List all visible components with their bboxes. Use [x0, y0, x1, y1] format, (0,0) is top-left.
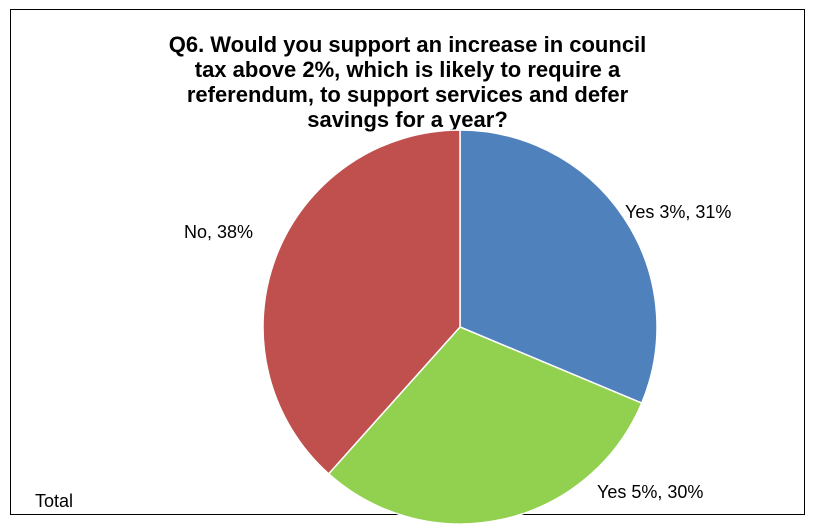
pie-slice-yes-3 — [459, 129, 658, 405]
chart-title-line-2: tax above 2%, which is likely to require… — [194, 57, 621, 82]
pie-slice-yes-5 — [327, 326, 643, 524]
chart-title: Q6. Would you support an increase in cou… — [11, 32, 804, 132]
pie-slice-no — [262, 129, 461, 475]
chart-title-line-3: referendum, to support services and defe… — [186, 82, 629, 107]
footer-label: Total — [35, 491, 74, 511]
chart-title-line-4: savings for a year? — [307, 107, 508, 132]
pie-slice-label-no: No, 38% — [184, 222, 253, 242]
pie-slice-label-yes-5: Yes 5%, 30% — [597, 482, 703, 502]
chart-title-line-1: Q6. Would you support an increase in cou… — [168, 32, 647, 57]
pie-slice-label-yes-3: Yes 3%, 31% — [625, 202, 731, 222]
